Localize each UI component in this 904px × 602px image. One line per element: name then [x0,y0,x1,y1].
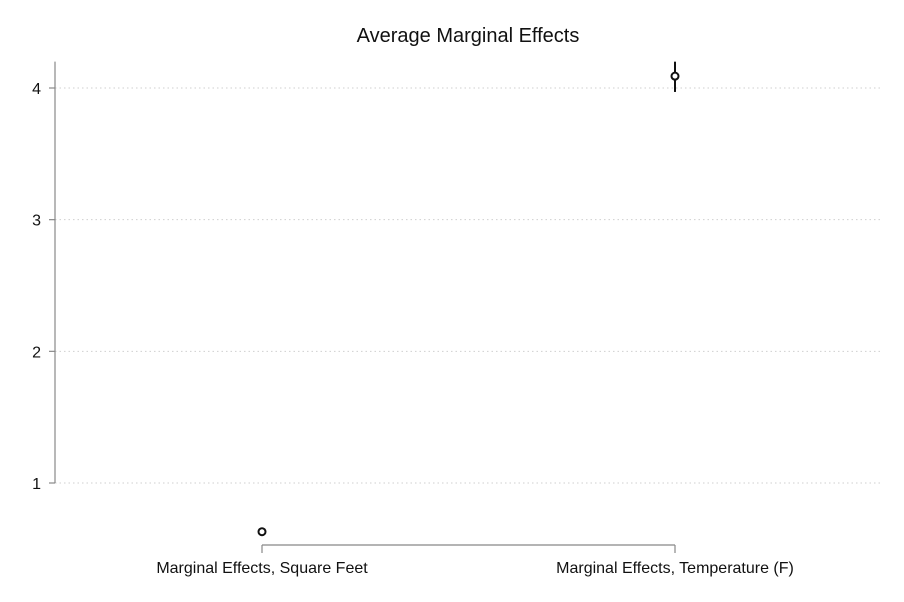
data-points [257,61,680,537]
x-tick-label: Marginal Effects, Square Feet [156,560,368,577]
grid-lines [55,87,880,484]
x-tick-label: Marginal Effects, Temperature (F) [556,560,794,577]
data-point [670,71,680,81]
data-point [257,527,267,537]
axes: 1 2 3 4 Marginal Effects, Square Feet Margina… [32,61,794,577]
y-tick-label: 2 [32,344,41,361]
chart-title: Average Marginal Effects [357,25,580,47]
y-tick-label: 1 [32,476,41,493]
y-tick-label: 4 [32,81,41,98]
data-point-group [257,527,267,537]
data-point-group [670,61,680,92]
y-tick-label: 3 [32,213,41,230]
